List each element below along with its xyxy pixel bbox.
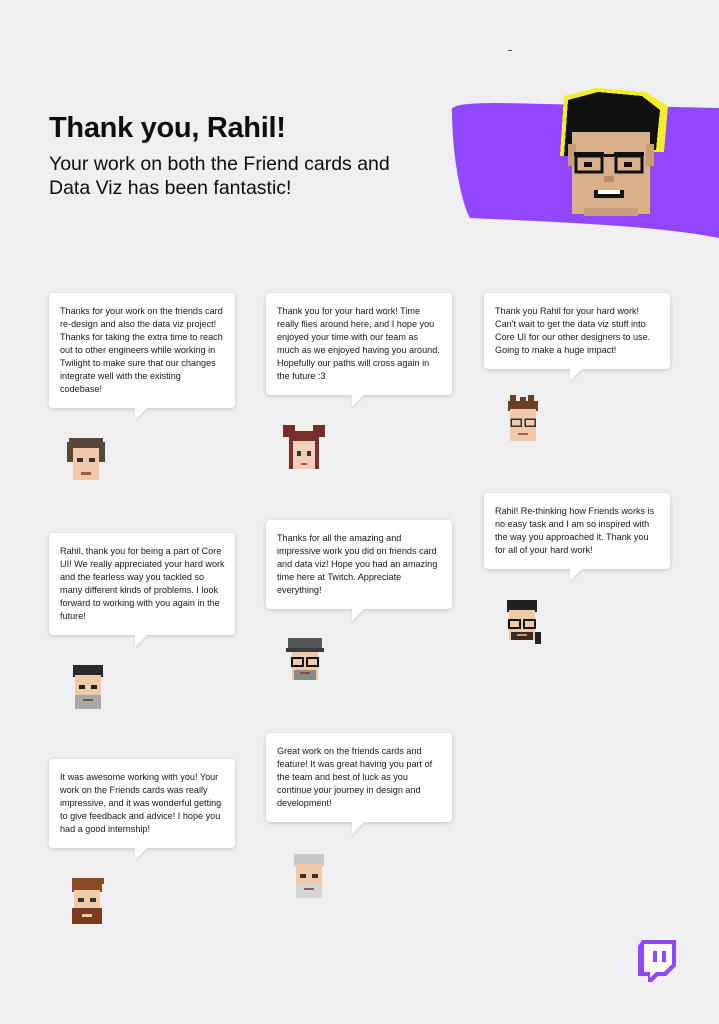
decorative-dot (508, 50, 512, 51)
message-card: Thank you Rahil for your hard work! Can'… (484, 293, 670, 369)
avatar-icon (286, 638, 324, 680)
message-text: Rahil, thank you for being a part of Cor… (60, 546, 225, 621)
message-text: Rahil! Re-thinking how Friends works is … (495, 506, 655, 555)
avatar-icon (67, 438, 105, 480)
page-subtitle: Your work on both the Friend cards and D… (49, 153, 390, 199)
avatar-icon (72, 878, 104, 924)
message-card: Rahil, thank you for being a part of Cor… (49, 533, 235, 635)
message-card: Thank you for your hard work! Time reall… (266, 293, 452, 395)
avatar-icon (507, 600, 541, 644)
page-title: Thank you, Rahil! (49, 112, 286, 144)
message-card: Thanks for all the amazing and impressiv… (266, 520, 452, 609)
avatar-icon (508, 395, 538, 441)
hero-avatar-icon (560, 88, 668, 216)
message-card: Thanks for your work on the friends card… (49, 293, 235, 408)
message-text: Thanks for all the amazing and impressiv… (277, 533, 438, 595)
avatar-icon (283, 425, 325, 469)
message-text: Thank you for your hard work! Time reall… (277, 306, 440, 381)
message-text: Great work on the friends cards and feat… (277, 746, 433, 808)
message-card: It was awesome working with you! Your wo… (49, 759, 235, 848)
message-text: Thank you Rahil for your hard work! Can'… (495, 306, 651, 355)
message-card: Great work on the friends cards and feat… (266, 733, 452, 822)
avatar-icon (294, 854, 324, 898)
message-text: It was awesome working with you! Your wo… (60, 772, 222, 834)
message-card: Rahil! Re-thinking how Friends works is … (484, 493, 670, 569)
avatar-icon (73, 665, 103, 709)
message-text: Thanks for your work on the friends card… (60, 306, 223, 394)
twitch-logo-icon (638, 940, 676, 982)
